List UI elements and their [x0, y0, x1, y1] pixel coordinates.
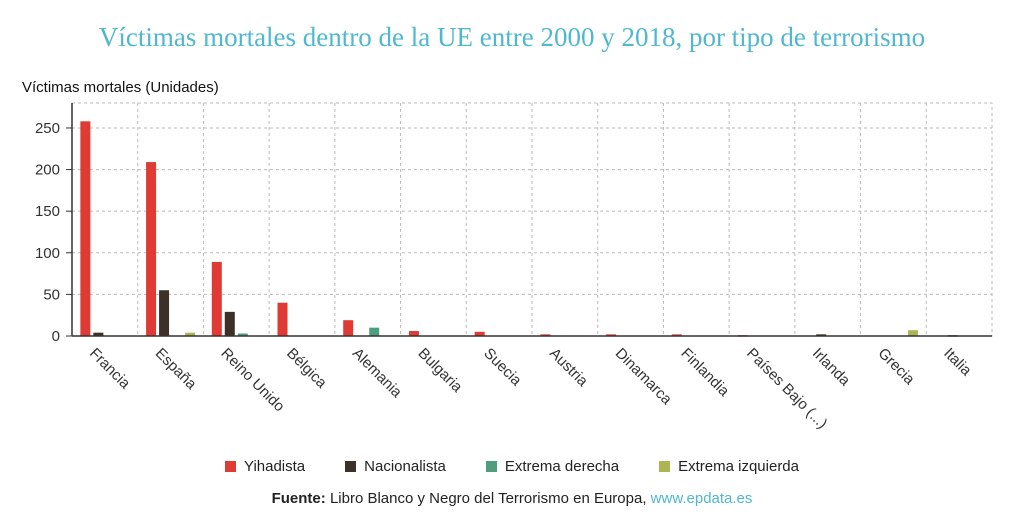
bar-yihadista — [343, 320, 354, 336]
y-tick-label: 200 — [35, 162, 60, 179]
x-tick-label: Bulgaria — [415, 345, 466, 396]
x-tick-label: Dinamarca — [612, 345, 676, 409]
legend-item: Extrema derecha — [485, 458, 620, 475]
y-tick-label: 100 — [35, 245, 60, 262]
legend-swatch — [485, 461, 497, 472]
y-tick-label: 0 — [52, 328, 60, 345]
bar-extrema-derecha — [369, 327, 380, 336]
axes — [66, 103, 992, 337]
bar-extrema-derecha — [237, 333, 248, 336]
legend-item: Extrema izquierda — [659, 458, 799, 475]
x-tick-label: Finlandia — [677, 345, 733, 401]
y-tick-label: 150 — [35, 203, 60, 220]
bars — [80, 121, 958, 337]
grid — [71, 102, 993, 337]
legend-swatch — [659, 461, 671, 472]
x-tick-label: Reino Unido — [217, 345, 287, 415]
x-tick-label: Italia — [940, 345, 975, 380]
legend-item: Yihadista — [225, 458, 305, 475]
x-tick-label: Bélgica — [283, 345, 330, 392]
source-link[interactable]: www.epdata.es — [650, 490, 753, 507]
x-tick-label: Suecia — [480, 345, 525, 390]
bar-yihadista — [474, 331, 485, 336]
legend-label: Extrema izquierda — [678, 458, 799, 475]
bar-yihadista — [80, 121, 91, 336]
bar-yihadista — [408, 331, 419, 336]
source-text: Libro Blanco y Negro del Terrorismo en E… — [329, 490, 647, 507]
source-note: Fuente: Libro Blanco y Negro del Terrori… — [0, 490, 1024, 507]
bar-nacionalista — [159, 290, 170, 336]
bar-nacionalista — [816, 334, 827, 336]
legend: Yihadista Nacionalista Extrema derecha Extr… — [0, 458, 1024, 475]
y-axis-label: Víctimas mortales (Unidades) — [22, 79, 219, 96]
legend-item: Nacionalista — [345, 458, 446, 475]
x-tick-label: España — [152, 345, 200, 393]
bar-extrema-izquierda — [185, 332, 196, 336]
legend-swatch — [225, 461, 236, 472]
bar-extrema-izquierda — [907, 330, 918, 336]
chart-title: Víctimas mortales dentro de la UE entre … — [98, 22, 926, 52]
source-label: Fuente: — [271, 490, 326, 507]
legend-label: Yihadista — [244, 458, 306, 475]
bar-nacionalista — [224, 311, 235, 336]
x-tick-label: Grecia — [875, 345, 919, 389]
bar-yihadista — [540, 334, 551, 336]
y-tick-label: 250 — [35, 120, 60, 137]
bar-yihadista — [606, 334, 617, 336]
bar-yihadista — [277, 302, 288, 336]
x-tick-label: Austria — [546, 345, 591, 390]
legend-label: Extrema derecha — [504, 458, 620, 475]
legend-label: Nacionalista — [364, 458, 446, 475]
bar-yihadista — [146, 162, 157, 336]
y-tick-label: 50 — [43, 286, 60, 303]
x-tick-label: Francia — [86, 345, 134, 393]
legend-swatch — [345, 461, 357, 472]
bar-yihadista — [671, 334, 682, 336]
bar-yihadista — [211, 261, 222, 336]
y-tick-labels: 0 50 100 150 200 250 — [35, 120, 60, 345]
bar-nacionalista — [93, 332, 104, 336]
x-tick-label: Irlanda — [809, 345, 854, 390]
x-tick-label: Alemania — [349, 345, 406, 402]
